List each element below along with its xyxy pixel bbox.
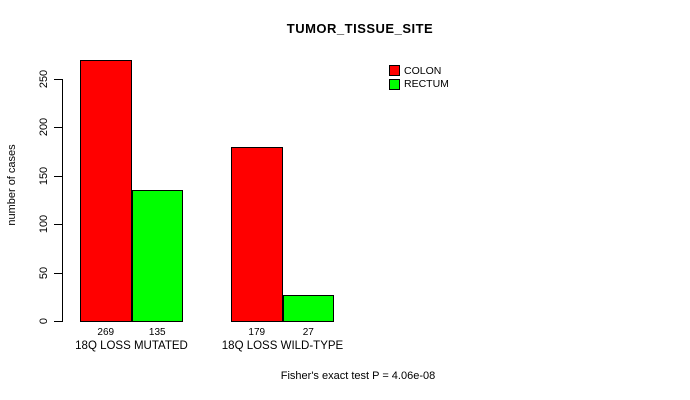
- y-tick-label-text: 200: [38, 117, 50, 137]
- y-tick-label-text: 250: [38, 69, 50, 88]
- y-axis-line: [62, 78, 63, 322]
- y-axis-label-text: number of cases: [6, 144, 18, 226]
- y-tick-label-text: 0: [38, 317, 50, 325]
- y-tick-mark: [54, 321, 62, 322]
- y-tick-label-text: 50: [38, 266, 50, 279]
- legend-row-colon: COLON: [389, 64, 449, 78]
- bar-value-label: 27: [302, 327, 314, 338]
- legend: COLON RECTUM: [389, 64, 449, 91]
- bar-rectum-2: [282, 294, 334, 322]
- bar-rectum-1: [131, 190, 183, 322]
- y-tick-label-text: 100: [38, 214, 50, 234]
- y-tick-mark: [54, 78, 62, 80]
- y-tick-mark: [54, 175, 62, 177]
- annotation-text: Fisher's exact test P = 4.06e-08: [280, 370, 436, 382]
- bar-value-label: 135: [148, 327, 166, 338]
- bar-value-label: 179: [248, 327, 266, 338]
- legend-row-rectum: RECTUM: [389, 78, 449, 92]
- y-tick-mark: [54, 272, 62, 274]
- category-label: 18Q LOSS MUTATED: [75, 340, 188, 352]
- legend-label: RECTUM: [404, 78, 449, 91]
- legend-swatch-colon: [389, 65, 400, 77]
- y-tick-label-text: 150: [38, 166, 50, 185]
- category-label: 18Q LOSS WILD-TYPE: [221, 340, 344, 352]
- y-tick-mark: [54, 127, 62, 128]
- bar-colon-2: [231, 147, 283, 322]
- bar-colon-1: [80, 60, 132, 322]
- legend-swatch-rectum: [389, 78, 400, 90]
- bar-value-label: 269: [97, 327, 115, 338]
- chart-title: TUMOR_TISSUE_SITE: [286, 21, 434, 36]
- y-tick-mark: [54, 224, 62, 225]
- legend-label: COLON: [404, 64, 442, 77]
